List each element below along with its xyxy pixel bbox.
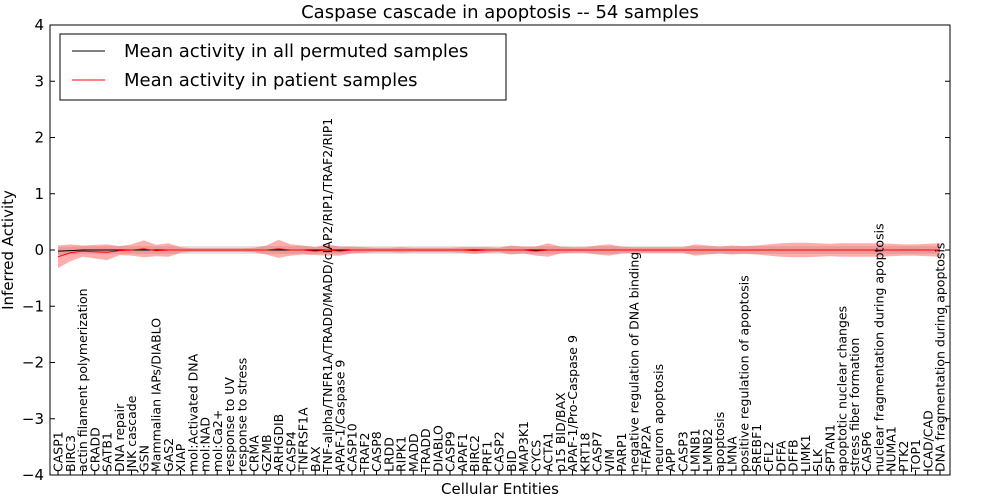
x-tick-label: neuron apoptosis	[651, 364, 666, 472]
x-tick-label: DNA fragmentation during apoptosis	[933, 243, 948, 472]
x-tick-label: VIM	[602, 449, 617, 472]
x-tick-label: BAX	[308, 446, 323, 472]
x-tick-label: KRT18	[577, 432, 592, 472]
x-tick-label: APP	[663, 448, 678, 472]
x-tick-label: TRAF2	[357, 432, 372, 473]
x-tick-label: SATB1	[100, 432, 115, 472]
x-tick-label: CASP4	[283, 431, 298, 472]
x-tick-label: TNFRSF1A	[296, 407, 311, 473]
x-tick-label: SREBF1	[749, 424, 764, 472]
x-axis-label: Cellular Entities	[441, 480, 559, 498]
x-tick-label: CASP7	[590, 431, 605, 472]
x-tick-label: PARP1	[614, 433, 629, 472]
x-tick-label: CASP2	[492, 431, 507, 472]
legend-label-permuted: Mean activity in all permuted samples	[124, 41, 468, 62]
x-tick-label: CRADD	[87, 427, 102, 472]
x-tick-label: BIRC3	[63, 435, 78, 472]
x-tick-label: p15 BID/BAX	[553, 392, 568, 472]
x-tick-label: CASP3	[675, 431, 690, 472]
x-tick-label: SLK	[810, 448, 825, 472]
x-tick-label: LRDD	[381, 437, 396, 472]
y-tick-label: 1	[34, 185, 44, 203]
y-tick-label: 2	[34, 129, 44, 147]
x-tick-label: XIAP	[173, 443, 188, 472]
y-tick-label: 3	[34, 72, 44, 90]
x-tick-label: TOP1	[908, 439, 923, 473]
x-tick-label: NUMA1	[884, 426, 899, 472]
patient-confidence-band	[58, 239, 940, 268]
x-tick-label: TRADD	[418, 428, 433, 473]
plot-area	[57, 239, 940, 268]
x-tick-label: Mammalian IAPs/DIABLO	[149, 318, 164, 472]
x-tick-label: mol:Activated DNA	[185, 353, 200, 472]
x-tick-label: TNF-alpha/TNFR1A/TRADD/MADD/cIAP2/RIP1/T…	[320, 118, 335, 473]
x-tick-label: stress fiber formation	[847, 338, 862, 472]
y-axis: 4 3 2 1 0 −1 −2 −3 −4	[22, 16, 950, 484]
permuted-confidence-band	[58, 246, 940, 256]
x-tick-label: CRMA	[247, 435, 262, 472]
x-tick-label: ACTA1	[541, 432, 556, 472]
x-tick-label: DFFB	[786, 439, 801, 472]
x-tick-label: TFAP2A	[639, 425, 654, 473]
x-tick-label: DFFA	[773, 440, 788, 472]
x-tick-label: CYCS	[528, 440, 543, 472]
x-tick-label: JNK cascade	[124, 395, 139, 473]
x-tick-label: CASP9	[443, 431, 458, 472]
y-tick-label: 0	[34, 241, 44, 259]
x-tick-label: BIRC2	[467, 435, 482, 472]
x-tick-label: BID	[504, 450, 519, 472]
x-tick-label: response to UV	[222, 377, 237, 472]
x-tick-label: LMNA	[724, 436, 739, 472]
x-tick-label: LMNB1	[688, 428, 703, 472]
x-tick-label: mol:Ca2+	[210, 410, 225, 472]
y-tick-label: −4	[22, 466, 44, 484]
y-tick-label: −3	[22, 410, 44, 428]
legend-label-patient: Mean activity in patient samples	[124, 70, 418, 91]
y-tick-label: 4	[34, 16, 44, 34]
patient-mean-line	[57, 248, 940, 258]
x-tick-label: apoptotic nuclear changes	[835, 306, 850, 472]
y-tick-label: −1	[22, 297, 44, 315]
x-tick-label: GZMB	[259, 434, 274, 472]
x-tick-label: LMNB2	[700, 428, 715, 472]
x-tick-label: GAS2	[161, 438, 176, 472]
x-tick-label: ICAD/CAD	[920, 410, 935, 472]
x-tick-label: MAP3K1	[516, 421, 531, 472]
x-tick-label: CFL2	[761, 441, 776, 472]
x-tick-label: LIMK1	[798, 434, 813, 472]
x-tick-label: CASP8	[369, 431, 384, 472]
x-tick-label: MADD	[406, 433, 421, 472]
x-tick-label: negative regulation of DNA binding	[626, 252, 641, 472]
x-tick-label: APAF-1/Pro-Caspase 9	[565, 335, 580, 472]
x-tick-label: SPTAN1	[822, 424, 837, 472]
x-tick-label: RIPK1	[394, 436, 409, 472]
x-tick-label: ARHGDIB	[271, 414, 286, 472]
x-tick-label: CASP10	[345, 423, 360, 472]
chart-title: Caspase cascade in apoptosis -- 54 sampl…	[301, 2, 699, 23]
y-axis-label: Inferred Activity	[0, 190, 17, 310]
x-tick-label: response to stress	[234, 358, 249, 472]
x-tick-label: positive regulation of apoptosis	[737, 275, 752, 472]
x-tick-label: CASP1	[51, 431, 66, 472]
legend-box	[59, 33, 507, 101]
x-tick-label: PRF1	[479, 441, 494, 472]
x-tick-label: PTK2	[896, 441, 911, 472]
x-tick-label: nuclear fragmentation during apoptosis	[871, 223, 886, 472]
x-tick-label: actin filament polymerization	[75, 288, 90, 472]
x-tick-label: GSN	[136, 445, 151, 472]
x-tick-label: DNA repair	[112, 403, 127, 472]
x-tick-label: CASP6	[859, 431, 874, 472]
x-tick-label: APAF-1/Caspase 9	[332, 360, 347, 472]
x-tick-label: apoptosis	[712, 412, 727, 472]
legend: Mean activity in all permuted samples Me…	[59, 33, 507, 101]
x-tick-label: APAF1	[455, 433, 470, 472]
x-tick-label: mol:NAD	[198, 417, 213, 472]
y-tick-label: −2	[22, 354, 44, 372]
x-tick-label: DIABLO	[430, 425, 445, 472]
